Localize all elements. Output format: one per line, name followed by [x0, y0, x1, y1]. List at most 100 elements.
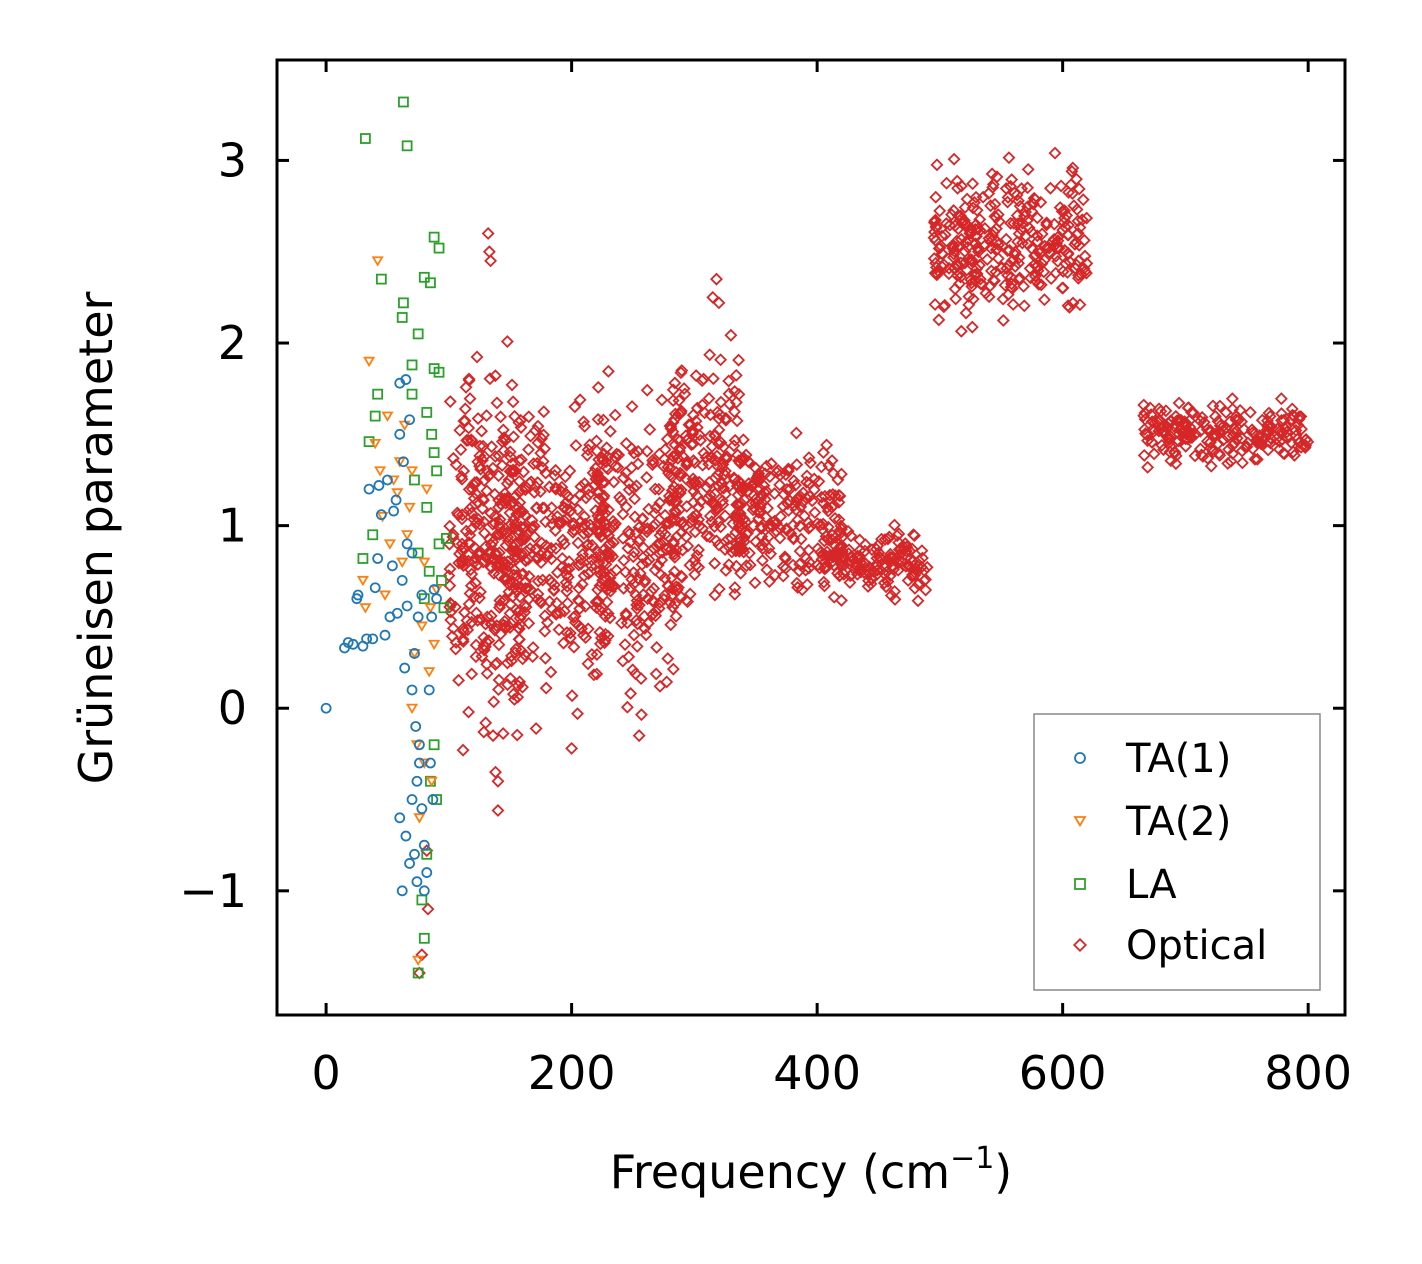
- optical-point: [1070, 258, 1083, 272]
- optical-point: [845, 568, 859, 582]
- optical-point: [465, 567, 479, 581]
- optical-point: [516, 652, 530, 666]
- data-point: [425, 277, 436, 289]
- optical-point: [568, 615, 582, 629]
- optical-point: [668, 407, 682, 421]
- optical-point: [505, 378, 519, 392]
- optical-point: [787, 474, 801, 488]
- data-point: [405, 703, 419, 715]
- optical-point: [622, 483, 636, 497]
- optical-point: [666, 425, 680, 439]
- optical-point: [494, 410, 508, 424]
- optical-point: [671, 483, 685, 496]
- optical-point: [973, 212, 987, 226]
- optical-point: [488, 369, 502, 383]
- optical-point: [1020, 214, 1034, 227]
- optical-point: [629, 588, 643, 602]
- optical-point: [814, 518, 828, 532]
- optical-point: [590, 667, 604, 681]
- data-point: [484, 254, 498, 268]
- data-point: [367, 633, 379, 645]
- optical-point: [725, 545, 739, 559]
- optical-point: [996, 313, 1010, 327]
- optical-point: [1146, 422, 1160, 436]
- optical-point: [646, 608, 659, 622]
- optical-point: [928, 298, 942, 311]
- x-tick-label: 200: [528, 1046, 616, 1100]
- optical-point: [1028, 192, 1042, 206]
- optical-point: [789, 426, 803, 440]
- optical-point: [758, 492, 772, 506]
- optical-point: [510, 728, 524, 742]
- data-point: [421, 407, 433, 418]
- optical-point: [1272, 442, 1286, 456]
- optical-point: [661, 579, 675, 593]
- optical-point: [853, 533, 867, 547]
- optical-point: [762, 530, 775, 544]
- optical-point: [1034, 278, 1048, 292]
- data-point: [379, 629, 391, 641]
- optical-point: [674, 366, 688, 380]
- optical-point: [789, 503, 803, 517]
- optical-point: [758, 467, 772, 481]
- optical-point: [515, 534, 528, 548]
- optical-point: [833, 489, 847, 503]
- optical-point: [492, 449, 506, 463]
- optical-point: [1212, 446, 1226, 460]
- optical-point: [1290, 432, 1304, 446]
- optical-point: [1030, 211, 1044, 225]
- data-point: [415, 948, 429, 962]
- optical-point: [488, 509, 502, 523]
- optical-point: [930, 158, 944, 172]
- optical-point: [719, 413, 733, 427]
- optical-point: [784, 527, 798, 540]
- optical-point: [789, 478, 802, 492]
- optical-point: [492, 500, 506, 514]
- optical-point: [1061, 265, 1074, 279]
- optical-point: [629, 613, 643, 627]
- optical-point: [1275, 407, 1288, 421]
- optical-point: [455, 554, 469, 568]
- optical-point: [822, 459, 836, 473]
- optical-point: [1235, 456, 1249, 470]
- optical-point: [1245, 423, 1259, 437]
- optical-point: [480, 409, 493, 423]
- optical-point: [1048, 146, 1062, 160]
- optical-point: [492, 683, 505, 696]
- optical-point: [668, 376, 682, 390]
- optical-point: [604, 568, 618, 581]
- optical-point: [608, 450, 622, 464]
- optical-point: [805, 494, 819, 508]
- optical-point: [731, 512, 745, 526]
- optical-point: [819, 529, 833, 543]
- optical-point: [728, 405, 741, 419]
- data-point: [433, 538, 445, 550]
- optical-point: [499, 538, 513, 552]
- optical-point: [591, 583, 605, 597]
- optical-point: [741, 526, 755, 540]
- optical-point: [444, 605, 458, 619]
- optical-point: [569, 439, 583, 452]
- legend-entry-optical: Optical: [1072, 923, 1267, 969]
- optical-point: [793, 544, 807, 558]
- optical-point: [1152, 413, 1166, 427]
- optical-point: [783, 494, 797, 508]
- optical-point: [442, 569, 456, 583]
- optical-point: [1235, 415, 1249, 429]
- optical-point: [625, 442, 639, 456]
- optical-point: [828, 489, 842, 503]
- optical-point: [990, 170, 1004, 184]
- optical-point: [506, 395, 520, 409]
- optical-point: [1062, 218, 1075, 232]
- optical-point: [1024, 271, 1038, 285]
- optical-point: [1211, 437, 1225, 451]
- optical-point: [889, 552, 903, 565]
- optical-point: [462, 548, 476, 562]
- optical-point: [500, 477, 514, 491]
- data-point: [413, 739, 425, 751]
- optical-point: [1062, 185, 1076, 199]
- optical-point: [728, 433, 742, 447]
- optical-point: [548, 469, 562, 482]
- optical-point: [942, 261, 956, 275]
- optical-point: [795, 583, 809, 597]
